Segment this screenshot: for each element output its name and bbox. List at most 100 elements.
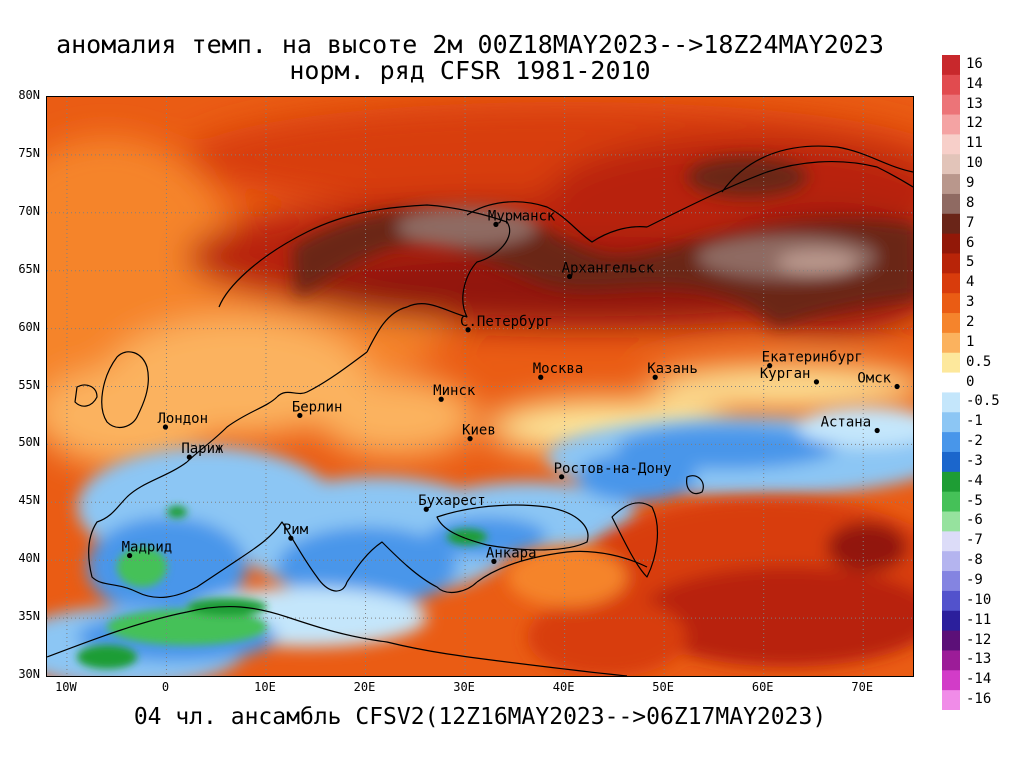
longitude-label: 20E xyxy=(353,680,376,694)
colorbar-segment xyxy=(942,650,960,671)
city-dot xyxy=(493,221,499,227)
colorbar-segment xyxy=(942,94,960,116)
colorbar-segment xyxy=(942,491,960,513)
city-label: Архангельск xyxy=(562,260,655,276)
city-label: Екатеринбург xyxy=(762,350,863,366)
colorbar-segment xyxy=(942,313,960,334)
colorbar-segment xyxy=(942,392,960,413)
longitude-label: 40E xyxy=(552,680,575,694)
latitude-label: 60N xyxy=(18,319,40,334)
latitude-label: 30N xyxy=(18,667,40,681)
colorbar-segment xyxy=(942,412,960,433)
longitude-label: 70E xyxy=(851,680,874,694)
anomaly-map: Мурманск Архангельск С.Петербург Москва Каза… xyxy=(46,96,914,677)
colorbar-label: -6 xyxy=(966,512,983,529)
colorbar-label: 5 xyxy=(966,254,975,271)
colorbar-segment xyxy=(942,690,960,711)
latitude-label: 80N xyxy=(18,88,40,102)
city-marker: Омск xyxy=(857,371,900,390)
colorbar-label: -13 xyxy=(966,651,992,668)
colorbar-label: 2 xyxy=(966,313,975,330)
colorbar-segment xyxy=(942,74,960,96)
city-marker: Рим xyxy=(283,522,309,541)
city-dot xyxy=(767,363,773,369)
colorbar-label: -5 xyxy=(966,492,983,509)
latitude-label: 55N xyxy=(18,377,40,392)
colorbar-label: -12 xyxy=(966,631,992,648)
colorbar-label: 0 xyxy=(966,373,975,390)
colorbar-label: 11 xyxy=(966,135,983,152)
colorbar-label: -16 xyxy=(966,691,992,708)
city-marker: Лондон xyxy=(157,411,208,430)
colorbar-segment xyxy=(942,55,960,76)
colorbar-label: 8 xyxy=(966,194,975,211)
colorbar-segment xyxy=(942,134,960,155)
colorbar-segment xyxy=(942,670,960,691)
colorbar-label: -3 xyxy=(966,452,983,469)
city-dot xyxy=(288,535,294,541)
colorbar-segment xyxy=(942,571,960,592)
colorbar-segment xyxy=(942,174,960,195)
city-label: Лондон xyxy=(157,411,208,427)
city-dot xyxy=(465,327,471,333)
city-dot xyxy=(423,506,429,512)
city-marker: Курган xyxy=(760,366,820,385)
city-dot xyxy=(894,383,900,390)
colorbar xyxy=(942,55,960,711)
latitude-label: 65N xyxy=(18,261,40,276)
city-marker: Ростов-на-Дону xyxy=(554,461,672,480)
city-dot xyxy=(538,374,544,380)
city-label: Ростов-на-Дону xyxy=(554,461,672,477)
city-label: Киев xyxy=(462,423,496,439)
colorbar-label: -9 xyxy=(966,571,983,588)
latitude-label: 45N xyxy=(18,493,40,508)
latitude-label: 70N xyxy=(18,203,40,218)
map-footer-ensemble-info: 04 чл. ансамбль CFSV2(12Z16MAY2023-->06Z… xyxy=(133,704,827,730)
colorbar-segment xyxy=(942,471,960,493)
colorbar-label: -4 xyxy=(966,472,983,489)
city-marker: Бухарест xyxy=(418,493,486,512)
colorbar-label: 3 xyxy=(966,294,975,311)
colorbar-label: 10 xyxy=(966,155,983,172)
colorbar-label: 16 xyxy=(966,55,983,72)
colorbar-segment xyxy=(942,154,960,175)
city-marker: С.Петербург xyxy=(460,314,553,333)
colorbar-segment xyxy=(942,610,960,632)
colorbar-segment xyxy=(942,531,960,552)
city-dot xyxy=(813,379,820,385)
city-label: Мадрид xyxy=(122,540,173,556)
map-title-line-1: аномалия темп. на высоте 2м 00Z18MAY2023… xyxy=(56,30,884,59)
city-dot xyxy=(297,412,303,419)
city-dot xyxy=(559,474,565,480)
colorbar-segment xyxy=(942,114,960,135)
colorbar-label: 1 xyxy=(966,333,975,350)
colorbar-label: -7 xyxy=(966,532,983,549)
city-marker: Казань xyxy=(647,361,698,380)
city-marker: Мурманск xyxy=(488,208,556,227)
colorbar-segment xyxy=(942,511,960,532)
city-marker: Мадрид xyxy=(122,540,173,559)
city-label: Рим xyxy=(283,522,309,538)
colorbar-segment xyxy=(942,332,960,354)
city-markers: Мурманск Архангельск С.Петербург Москва Каза… xyxy=(122,208,900,564)
southeast-warm-field xyxy=(507,497,913,676)
colorbar-segment xyxy=(942,193,960,215)
colorbar-label: -2 xyxy=(966,433,983,450)
longitude-label: 10E xyxy=(254,680,276,694)
graticule xyxy=(47,97,913,676)
city-dot xyxy=(874,427,880,434)
longitude-label: 50E xyxy=(652,680,674,694)
colorbar-label: 14 xyxy=(966,75,983,92)
colorbar-label: 12 xyxy=(966,115,983,132)
city-dot xyxy=(491,558,497,564)
colorbar-segment xyxy=(942,352,960,374)
colorbar-label: -11 xyxy=(966,611,992,628)
colorbar-segment xyxy=(942,253,960,274)
colorbar-segment xyxy=(942,273,960,294)
colorbar-label: 9 xyxy=(966,175,975,191)
city-marker: Архангельск xyxy=(562,260,655,280)
longitude-label: 0 xyxy=(161,680,170,694)
colorbar-label: -10 xyxy=(966,591,992,608)
city-label: Бухарест xyxy=(418,493,485,509)
city-label: Москва xyxy=(533,361,584,377)
